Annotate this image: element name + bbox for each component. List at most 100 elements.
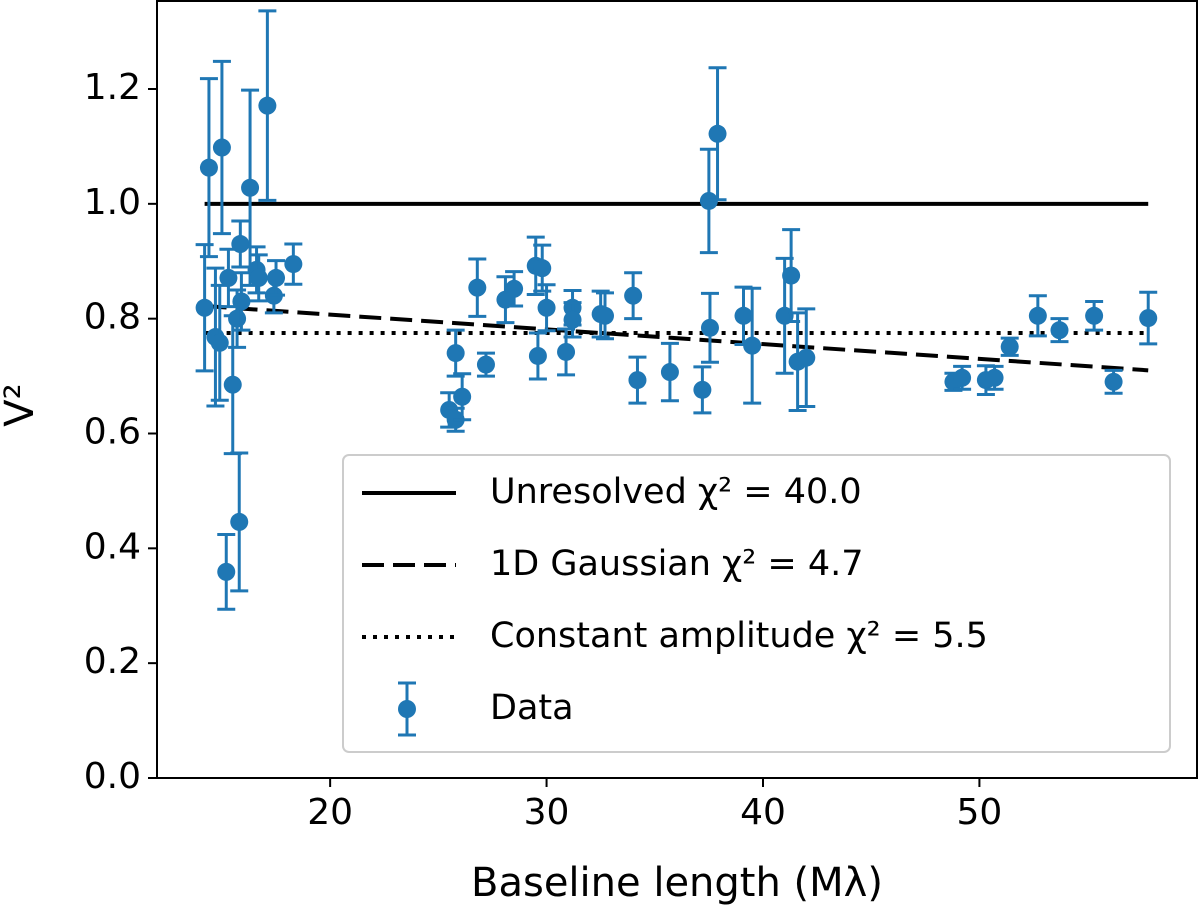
marker: [1085, 306, 1104, 325]
data-point: [505, 270, 524, 308]
legend-label: 1D Gaussian χ² = 4.7: [490, 544, 864, 584]
data-point: [212, 59, 231, 236]
marker: [223, 375, 242, 394]
plot-frame: [156, 0, 1198, 779]
legend-label: Constant amplitude χ² = 5.5: [490, 616, 988, 656]
marker: [199, 158, 218, 177]
marker: [953, 368, 972, 387]
marker: [1139, 309, 1158, 328]
y-tick-label: 1.2: [84, 67, 141, 108]
marker: [267, 268, 286, 287]
data-point: [734, 285, 753, 347]
marker: [628, 371, 647, 390]
legend-swatch: [398, 700, 416, 718]
marker: [533, 259, 552, 278]
marker: [708, 124, 727, 143]
x-axis-label: Baseline length (Mλ): [471, 860, 883, 906]
data-point: [199, 77, 218, 259]
data-point: [258, 9, 277, 202]
x-tick-label: 50: [957, 792, 1003, 833]
data-point: [267, 259, 286, 297]
data-point: [249, 253, 268, 303]
marker: [241, 178, 260, 197]
data-point: [660, 341, 679, 403]
y-tick-label: 0.2: [84, 641, 141, 682]
y-tick-label: 0.0: [84, 756, 141, 797]
data-point: [195, 243, 214, 373]
marker: [453, 387, 472, 406]
data-point: [1085, 299, 1104, 332]
data-point: [595, 291, 614, 341]
data-point: [1050, 317, 1069, 344]
data-point: [782, 228, 801, 324]
data-point: [453, 372, 472, 422]
marker: [528, 346, 547, 365]
y-tick-label: 0.8: [84, 297, 141, 338]
data-point: [231, 219, 250, 269]
marker: [700, 318, 719, 337]
data-point: [476, 351, 495, 378]
data-point: [953, 364, 972, 391]
marker: [446, 344, 465, 363]
marker: [797, 348, 816, 367]
x-tick-label: 20: [307, 792, 353, 833]
marker: [210, 333, 229, 352]
data-point: [446, 328, 465, 378]
data-point: [232, 271, 251, 332]
marker: [985, 368, 1004, 387]
data-point: [1000, 336, 1019, 357]
data-point: [223, 314, 242, 456]
data-point: [628, 355, 647, 405]
marker: [249, 268, 268, 287]
marker: [537, 298, 556, 317]
x-tick-label: 40: [740, 792, 786, 833]
data-point: [693, 365, 712, 415]
marker: [505, 279, 524, 298]
data-point: [284, 242, 303, 286]
marker: [595, 306, 614, 325]
data-point: [1139, 290, 1158, 346]
marker: [563, 310, 582, 329]
marker: [284, 255, 303, 274]
marker: [1050, 321, 1069, 340]
data-point: [563, 301, 582, 339]
legend-label: Unresolved χ² = 40.0: [490, 472, 862, 512]
marker: [258, 96, 277, 115]
marker: [212, 138, 231, 157]
marker: [743, 336, 762, 355]
data-point: [468, 257, 487, 318]
data-point: [496, 275, 515, 325]
data-point: [700, 291, 719, 364]
marker: [1000, 337, 1019, 356]
marker: [468, 278, 487, 297]
y-tick-label: 0.6: [84, 411, 141, 452]
model-line: [204, 304, 1149, 373]
data-point: [1104, 368, 1123, 395]
data-point: [537, 283, 556, 333]
legend-label: Data: [490, 688, 574, 728]
data-point: [528, 331, 547, 381]
marker: [782, 266, 801, 285]
legend-box: [342, 454, 1171, 753]
data-point: [230, 451, 249, 593]
data-point: [1028, 294, 1047, 338]
marker: [660, 363, 679, 382]
marker: [228, 309, 247, 328]
marker: [557, 342, 576, 361]
marker: [1028, 306, 1047, 325]
marker: [195, 298, 214, 317]
x-tick-label: 30: [524, 792, 570, 833]
y-tick-label: 0.4: [84, 526, 141, 567]
marker: [217, 562, 236, 581]
data-point: [743, 286, 762, 405]
data-point: [708, 66, 727, 202]
data-point: [217, 533, 236, 611]
marker: [734, 306, 753, 325]
marker: [476, 355, 495, 374]
marker: [232, 292, 251, 311]
marker: [1104, 372, 1123, 391]
data-point: [985, 364, 1004, 391]
data-point: [210, 283, 229, 402]
marker: [624, 286, 643, 305]
